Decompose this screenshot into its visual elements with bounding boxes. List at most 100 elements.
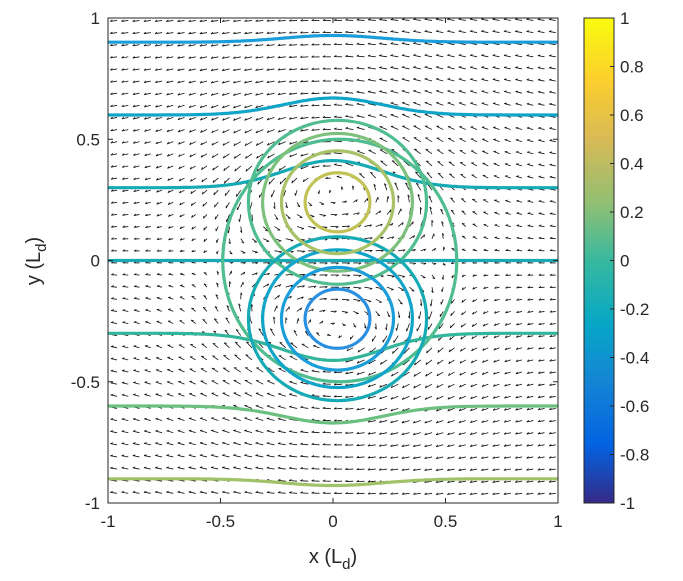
quiver-arrow [448, 137, 455, 143]
quiver-arrow [469, 468, 478, 471]
quiver-arrow [345, 432, 354, 434]
quiver-head [470, 372, 473, 376]
quiver-arrow [267, 153, 275, 159]
quiver-arrow [428, 323, 433, 330]
quiver-head [202, 203, 204, 207]
quiver-head [188, 19, 191, 22]
quiver-arrow [200, 117, 208, 121]
quiver-head [448, 349, 451, 353]
quiver-head [391, 373, 394, 377]
quiver-head [133, 189, 136, 192]
quiver-arrow [239, 214, 242, 222]
quiver-head [289, 154, 292, 158]
quiver-arrow [189, 129, 196, 133]
quiver-head [514, 480, 518, 483]
quiver-head [188, 454, 192, 456]
quiver-head [166, 56, 169, 59]
quiver-head [255, 143, 258, 146]
quiver-arrow [121, 117, 129, 120]
quiver-arrow [289, 32, 298, 34]
quiver-head [277, 117, 281, 120]
quiver-head [472, 311, 475, 315]
quiver-head [492, 78, 496, 80]
quiver-arrow [278, 368, 286, 373]
quiver-arrow [300, 56, 309, 58]
quiver-head [235, 341, 238, 344]
quiver-arrow [436, 114, 444, 118]
quiver-arrow [379, 55, 388, 58]
quiver-head [334, 310, 337, 313]
quiver-head [355, 199, 358, 203]
quiver-head [268, 341, 272, 344]
quiver-arrow [255, 455, 264, 458]
quiver-arrow [156, 189, 163, 193]
quiver-arrow [494, 199, 500, 203]
quiver-head [483, 248, 487, 251]
quiver-arrow [448, 371, 455, 376]
quiver-arrow [255, 44, 264, 47]
quiver-arrow [549, 323, 556, 325]
quiver-head [526, 480, 529, 483]
quiver-arrow [190, 319, 196, 324]
quiver-head [223, 168, 226, 171]
quiver-head [177, 117, 181, 120]
quiver-head [287, 217, 291, 219]
quiver-head [504, 347, 508, 351]
quiver-head [132, 80, 136, 83]
quiver-head [379, 90, 382, 92]
quiver-arrow [144, 345, 151, 349]
quiver-arrow [413, 444, 421, 448]
quiver-head [251, 304, 254, 307]
quiver-arrow [527, 359, 534, 362]
quiver-arrow [413, 395, 421, 400]
quiver-arrow [255, 417, 264, 421]
quiver-arrow [356, 371, 365, 376]
quiver-arrow [527, 176, 534, 179]
quiver-arrow [188, 20, 196, 22]
quiver-head [447, 66, 451, 68]
quiver-head [241, 241, 245, 244]
quiver-arrow [504, 175, 511, 179]
quiver-head [447, 78, 451, 80]
quiver-head [458, 420, 462, 424]
quiver-arrow [233, 32, 241, 35]
quiver-head [470, 90, 473, 92]
quiver-head [548, 480, 552, 483]
y-axis-label: y (Ld) [23, 237, 50, 285]
quiver-arrow [441, 221, 444, 227]
quiver-arrow [515, 492, 523, 495]
quiver-head [277, 19, 281, 22]
quiver-arrow [295, 190, 298, 196]
quiver-arrow [155, 369, 163, 373]
quiver-arrow [199, 442, 208, 446]
quiver-head [191, 226, 194, 230]
quiver-head [275, 218, 279, 220]
quiver-head [432, 277, 436, 280]
quiver-arrow [470, 383, 478, 388]
quiver-head [381, 249, 384, 252]
quiver-head [504, 78, 507, 80]
quiver-head [278, 142, 281, 146]
quiver-arrow [367, 492, 376, 495]
quiver-arrow [319, 298, 327, 300]
quiver-arrow [437, 172, 444, 179]
quiver-head [211, 142, 214, 146]
quiver-arrow [424, 480, 433, 483]
quiver-head [333, 395, 337, 398]
quiver-arrow [166, 32, 174, 35]
quiver-arrow [483, 224, 489, 227]
quiver-arrow [210, 467, 219, 470]
quiver-arrow [492, 456, 500, 459]
quiver-arrow [516, 212, 523, 215]
quiver-head [224, 180, 226, 184]
quiver-arrow [425, 383, 433, 389]
quiver-head [390, 408, 393, 412]
quiver-arrow [515, 31, 523, 33]
quiver-arrow [132, 467, 140, 470]
quiver-arrow [537, 91, 545, 94]
quiver-head [289, 442, 292, 445]
quiver-head [493, 359, 496, 363]
quiver-head [401, 432, 405, 436]
quiver-arrow [289, 117, 298, 120]
quiver-arrow [515, 420, 523, 423]
